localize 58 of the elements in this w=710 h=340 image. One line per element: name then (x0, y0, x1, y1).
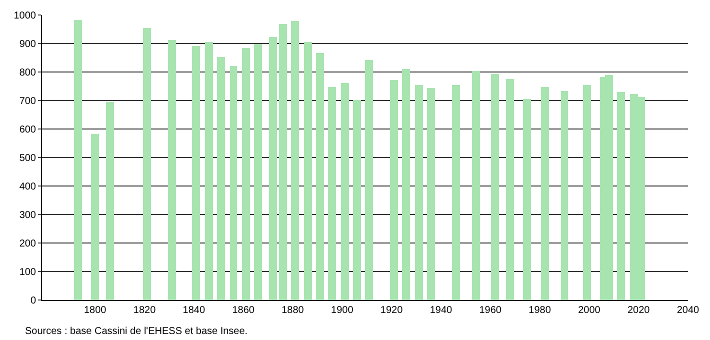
bar (472, 71, 480, 300)
bar (168, 40, 176, 300)
bar (583, 85, 591, 300)
y-tick-label: 300 (19, 210, 36, 221)
bar (365, 60, 373, 300)
bar (74, 20, 82, 300)
bar (91, 134, 99, 300)
y-tick-label: 900 (19, 39, 36, 50)
bar (541, 87, 549, 300)
y-tick-label: 0 (30, 296, 36, 306)
bar (390, 80, 398, 300)
x-tick-label: 1800 (84, 305, 107, 316)
bar (192, 46, 200, 300)
bar (523, 99, 531, 300)
bar (106, 102, 114, 300)
y-tick-label: 500 (19, 153, 36, 164)
bar (328, 87, 336, 300)
bar (415, 85, 423, 300)
source-note: Sources : base Cassini de l'EHESS et base Insee. (25, 326, 248, 337)
y-tick-label: 600 (19, 124, 36, 136)
bar (230, 66, 237, 300)
bar (143, 28, 151, 300)
bar (291, 21, 299, 300)
x-tick-label: 1820 (133, 305, 156, 316)
bar (402, 69, 410, 300)
bar (561, 91, 568, 300)
bar (617, 92, 625, 300)
y-tick-label: 400 (19, 182, 36, 192)
y-tick-label: 1000 (14, 10, 36, 22)
bar (279, 24, 287, 300)
bar (452, 85, 460, 300)
bar (506, 79, 514, 300)
x-tick-label: 2020 (627, 305, 650, 316)
x-tick-label: 2000 (578, 305, 601, 316)
y-tick-label: 700 (19, 96, 36, 107)
x-tick-label: 1980 (528, 305, 552, 316)
x-tick-label: 1960 (479, 305, 502, 316)
x-tick-label: 1900 (331, 305, 354, 316)
bar (269, 37, 277, 300)
bar (254, 44, 262, 300)
bar (427, 88, 435, 300)
bar (316, 53, 324, 300)
y-tick-label: 200 (19, 238, 36, 250)
x-tick-label: 1920 (380, 305, 404, 316)
bar (304, 42, 312, 300)
y-tick-label: 100 (19, 267, 36, 278)
x-tick-label: 1940 (430, 305, 453, 316)
x-tick-label: 2040 (676, 305, 700, 316)
bar (491, 74, 499, 300)
bar (353, 100, 361, 300)
y-tick-label: 800 (19, 68, 36, 78)
x-tick-label: 1860 (232, 305, 255, 316)
x-tick-label: 1840 (182, 305, 206, 316)
bar (341, 83, 349, 300)
bar (217, 57, 225, 300)
x-tick-label: 1880 (282, 305, 304, 316)
bar (205, 42, 213, 300)
bar (242, 48, 250, 300)
